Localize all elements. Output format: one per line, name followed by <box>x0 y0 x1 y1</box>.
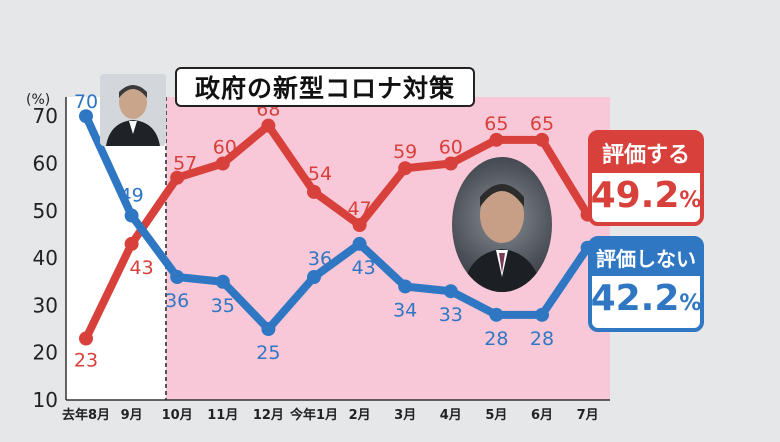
y-tick-label: 70 <box>33 104 58 128</box>
x-tick-label: 5月 <box>485 408 507 423</box>
data-point <box>79 109 93 124</box>
data-point <box>307 184 321 199</box>
y-tick-label: 40 <box>33 246 58 270</box>
data-label: 47 <box>348 198 372 220</box>
data-point <box>215 156 230 171</box>
legend-disapprove-label: 評価しない <box>592 240 700 276</box>
data-label: 28 <box>530 328 554 350</box>
data-label: 54 <box>308 163 332 185</box>
data-point <box>398 279 413 294</box>
person-icon <box>462 184 542 292</box>
x-tick-label: 6月 <box>531 408 553 423</box>
legend-approve-label: 評価する <box>592 134 700 173</box>
y-tick-label: 60 <box>33 152 58 176</box>
x-tick-label: 4月 <box>440 408 462 423</box>
data-label: 35 <box>211 295 235 317</box>
data-label: 34 <box>393 299 417 321</box>
x-tick-label: 9月 <box>121 408 143 423</box>
data-label: 25 <box>256 342 280 364</box>
y-tick-label: 10 <box>33 388 58 412</box>
data-point <box>443 156 458 171</box>
data-label: 43 <box>130 257 154 279</box>
data-point <box>261 118 276 133</box>
data-label: 33 <box>439 304 463 326</box>
data-point <box>398 161 413 176</box>
y-tick-label: 30 <box>33 293 58 317</box>
data-label: 57 <box>173 153 197 175</box>
x-tick-label: 2月 <box>349 408 371 423</box>
data-point <box>170 170 185 185</box>
data-label: 23 <box>74 350 98 372</box>
data-label: 59 <box>393 141 417 163</box>
x-tick-label: 12月 <box>253 408 284 423</box>
data-point <box>307 270 321 285</box>
data-point <box>489 132 504 147</box>
x-tick-label: 11月 <box>207 408 238 423</box>
data-label: 49 <box>120 185 144 207</box>
series-line-approve <box>82 121 592 343</box>
data-label: 28 <box>484 328 508 350</box>
data-label: 60 <box>439 137 463 159</box>
data-label: 43 <box>352 257 376 279</box>
data-point <box>489 307 504 322</box>
x-tick-label: 3月 <box>394 408 416 423</box>
x-tick-label: 10月 <box>162 408 193 423</box>
chart-title: 政府の新型コロナ対策 <box>175 67 475 107</box>
series-line-disapprove <box>82 112 592 334</box>
portrait-photo-right <box>452 157 552 292</box>
x-ticks: 去年8月 9月 10月 11月 12月 今年1月 2月 3月 4月 5月 6月 7月 <box>62 407 599 423</box>
x-tick-label: 去年8月 <box>62 407 110 423</box>
data-point <box>352 217 367 232</box>
x-tick-label: 今年1月 <box>289 407 338 423</box>
data-point <box>443 284 458 299</box>
legend-approve: 評価する 49.2% <box>588 130 704 226</box>
data-label: 65 <box>484 113 508 135</box>
data-label: 36 <box>308 248 332 270</box>
data-label: 60 <box>213 137 237 159</box>
person-icon <box>100 74 166 146</box>
data-label: 70 <box>74 91 98 113</box>
plot-background-white <box>66 97 166 400</box>
data-point <box>535 307 549 322</box>
data-label: 36 <box>165 290 189 312</box>
y-tick-label: 20 <box>33 341 58 365</box>
y-ticks: 10 20 30 40 50 60 70 <box>33 104 58 412</box>
portrait-photo-left <box>100 74 166 146</box>
legend-disapprove: 評価しない 42.2% <box>588 236 704 332</box>
data-point <box>124 236 139 251</box>
data-point <box>170 270 185 285</box>
data-point <box>215 274 230 289</box>
data-point <box>79 331 93 346</box>
legend-approve-value: 49.2% <box>590 175 702 216</box>
data-point <box>352 236 367 251</box>
data-point <box>261 322 276 337</box>
y-tick-label: 50 <box>33 199 58 223</box>
data-label: 65 <box>530 113 554 135</box>
x-tick-label: 7月 <box>577 408 599 423</box>
legend-disapprove-value: 42.2% <box>590 278 702 319</box>
y-axis-unit: (%) <box>26 92 50 108</box>
data-point <box>124 208 139 223</box>
data-point <box>535 132 549 147</box>
